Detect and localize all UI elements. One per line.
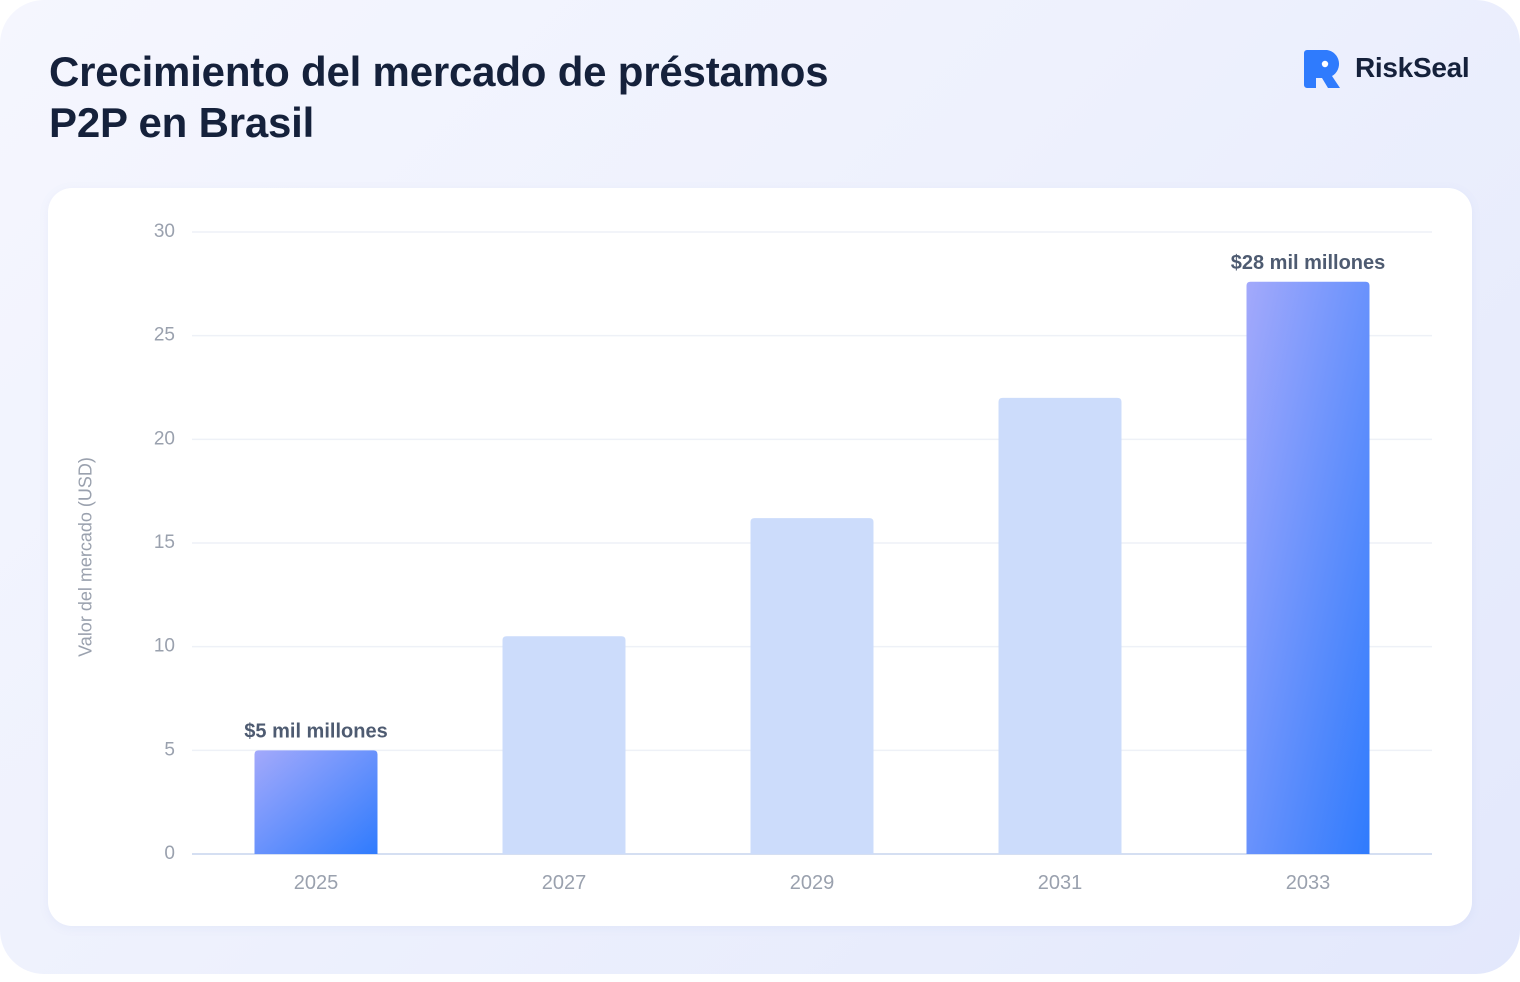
y-tick-label: 5 — [164, 739, 175, 760]
brand-logo: RiskSeal — [1303, 47, 1470, 89]
x-axis-ticks: 2025 2027 2029 2031 2033 — [294, 872, 1331, 894]
bars — [254, 281, 1370, 854]
data-label-2025: $5 mil millones — [244, 720, 387, 742]
y-tick-label: 20 — [154, 428, 175, 449]
brand-name: RiskSeal — [1355, 52, 1470, 83]
chart-title-line-1: Crecimiento del mercado de préstamos — [49, 48, 829, 95]
y-tick-label: 0 — [164, 843, 175, 864]
y-tick-label: 25 — [154, 325, 175, 346]
chart-title: Crecimiento del mercado de préstamos P2P… — [49, 46, 949, 148]
y-axis-ticks: 0 5 10 15 20 25 30 — [154, 221, 175, 864]
bar-2033 — [1246, 281, 1370, 854]
x-tick-label: 2033 — [1286, 872, 1331, 894]
y-tick-label: 30 — [154, 221, 175, 242]
bar-2025 — [254, 750, 378, 854]
x-tick-label: 2027 — [542, 872, 587, 894]
y-tick-label: 10 — [154, 636, 175, 657]
x-tick-label: 2031 — [1038, 872, 1083, 894]
x-tick-label: 2029 — [790, 872, 835, 894]
chart-title-line-2: P2P en Brasil — [49, 99, 315, 146]
y-tick-label: 15 — [154, 532, 175, 553]
x-tick-label: 2025 — [294, 872, 339, 894]
y-axis-label: Valor del mercado (USD) — [75, 457, 96, 657]
bar-2029 — [750, 518, 874, 854]
bar-2031 — [998, 397, 1122, 854]
data-label-2033: $28 mil millones — [1231, 252, 1386, 274]
data-labels: $5 mil millones $28 mil millones — [244, 252, 1385, 743]
bar-2027 — [502, 636, 626, 854]
chart-card: 0 5 10 15 20 25 30 $5 mil millones $28 mil mill… — [48, 188, 1472, 926]
riskseal-logo-icon — [1304, 49, 1340, 88]
